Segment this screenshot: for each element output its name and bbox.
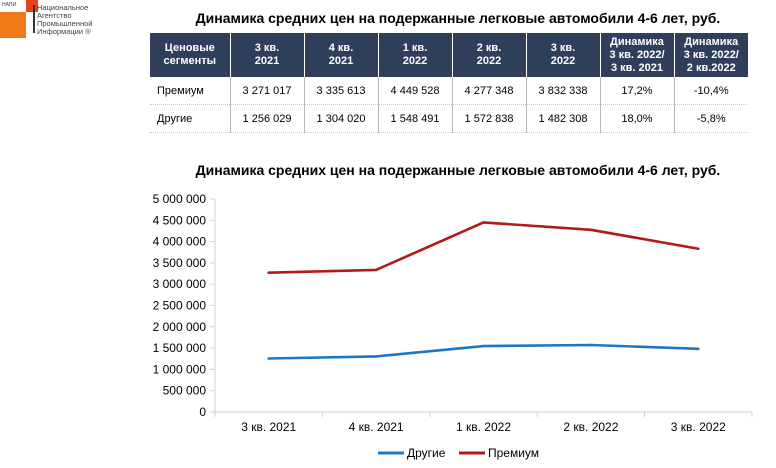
logo-abbr: НАПИ bbox=[2, 2, 17, 8]
value-cell: 17,2% bbox=[600, 77, 675, 105]
header-line: Динамика bbox=[610, 35, 664, 48]
table-body: Премиум 3 271 017 3 335 613 4 449 528 4 277 … bbox=[150, 77, 748, 133]
table-title: Динамика средних цен на подержанные легк… bbox=[195, 10, 721, 26]
logo-bar bbox=[33, 5, 35, 33]
y-tick-label: 4 000 000 bbox=[153, 235, 207, 249]
value-cell: 1 548 491 bbox=[378, 104, 453, 133]
chart-title: Динамика средних цен на подержанные легк… bbox=[195, 162, 721, 178]
value-cell: 1 304 020 bbox=[304, 104, 379, 133]
logo-line: Промышленной bbox=[37, 19, 93, 28]
data-point bbox=[374, 268, 378, 272]
header-line: 3 кв. 2022/ bbox=[609, 48, 665, 61]
data-point bbox=[697, 247, 700, 251]
table-row: Премиум 3 271 017 3 335 613 4 449 528 4 277 … bbox=[150, 77, 748, 105]
y-tick-label: 3 000 000 bbox=[153, 277, 207, 291]
table-header-cell: 2 кв. 2022 bbox=[452, 33, 527, 77]
segment-cell: Другие bbox=[150, 104, 231, 133]
logo-line: Национальное bbox=[37, 3, 89, 12]
header-line: 2 кв. bbox=[476, 42, 502, 54]
header-line: 2022 bbox=[402, 55, 428, 67]
y-tick-label: 1 000 000 bbox=[153, 362, 207, 376]
data-point bbox=[589, 228, 593, 232]
table-header-cell: 3 кв. 2022 bbox=[526, 33, 601, 77]
x-tick-label: 3 кв. 2022 bbox=[671, 420, 726, 434]
x-tick-label: 4 кв. 2021 bbox=[349, 420, 404, 434]
header-line: 3 кв. bbox=[254, 42, 280, 54]
table-header-cell: Динамика 3 кв. 2022/2 кв.2022 bbox=[674, 33, 748, 77]
table-header-cell: 3 кв. 2021 bbox=[230, 33, 305, 77]
x-tick-label: 1 кв. 2022 bbox=[456, 420, 511, 434]
line-chart: 0 500 000 1 000 000 1 500 000 2 000 000 2 500… bbox=[153, 192, 753, 460]
logo-line: Агентство bbox=[37, 11, 72, 20]
value-cell: -10,4% bbox=[674, 77, 748, 105]
header-line: Ценовые bbox=[164, 42, 215, 54]
value-cell: 1 482 308 bbox=[526, 104, 601, 133]
header-line: 2021 bbox=[328, 55, 354, 67]
logo-red-square bbox=[26, 0, 38, 12]
data-point bbox=[267, 357, 271, 360]
data-point bbox=[482, 344, 485, 348]
y-tick-label: 1 500 000 bbox=[153, 341, 207, 355]
logo-name: Национальное Агентство Промышленной Инфо… bbox=[37, 4, 93, 36]
logo-line: Информации ® bbox=[37, 27, 91, 36]
y-tick-label: 3 500 000 bbox=[153, 256, 207, 270]
data-point bbox=[267, 271, 271, 274]
header-line: Динамика bbox=[684, 35, 739, 48]
header-line: 3 кв. 2021 bbox=[610, 61, 664, 74]
header-line: 3 кв. 2022/ bbox=[683, 48, 739, 61]
data-point bbox=[374, 355, 378, 358]
header-line: 2022 bbox=[476, 55, 502, 67]
header-line: 2022 bbox=[550, 55, 576, 67]
y-tick-label: 2 000 000 bbox=[153, 320, 207, 334]
price-table: Ценовые сегменты 3 кв. 2021 4 кв. 2021 1 кв. 20… bbox=[150, 33, 748, 133]
y-tick-label: 0 bbox=[199, 405, 206, 419]
data-point bbox=[482, 221, 485, 224]
value-cell: 4 449 528 bbox=[378, 77, 453, 105]
data-point bbox=[697, 347, 700, 351]
table-header-cell: Ценовые сегменты bbox=[150, 33, 231, 77]
series-line-premium bbox=[268, 221, 699, 274]
data-point bbox=[589, 343, 593, 347]
table-header-cell: Динамика 3 кв. 2022/3 кв. 2021 bbox=[600, 33, 675, 77]
table-row: Другие 1 256 029 1 304 020 1 548 491 1 572 8… bbox=[150, 104, 748, 133]
value-cell: 3 271 017 bbox=[230, 77, 305, 105]
segment-cell: Премиум bbox=[150, 77, 231, 105]
x-tick-label: 2 кв. 2022 bbox=[563, 420, 618, 434]
header-line: 1 кв. bbox=[402, 42, 428, 54]
y-tick-label: 500 000 bbox=[163, 384, 207, 398]
value-cell: -5,8% bbox=[674, 104, 748, 133]
header-line: 4 кв. bbox=[328, 42, 354, 54]
y-tick-label: 5 000 000 bbox=[153, 192, 207, 206]
napi-logo: НАПИ Национальное Агентство Промышленной… bbox=[0, 0, 120, 40]
header-line: 3 кв. bbox=[550, 42, 576, 54]
header-line: 2 кв.2022 bbox=[686, 61, 736, 74]
header-line: 2021 bbox=[254, 55, 280, 67]
value-cell: 4 277 348 bbox=[452, 77, 527, 105]
y-tick-label: 2 500 000 bbox=[153, 299, 207, 313]
x-tick-label: 3 кв. 2021 bbox=[241, 420, 296, 434]
value-cell: 1 572 838 bbox=[452, 104, 527, 133]
value-cell: 3 335 613 bbox=[304, 77, 379, 105]
table-header-row: Ценовые сегменты 3 кв. 2021 4 кв. 2021 1 кв. 20… bbox=[150, 33, 748, 77]
value-cell: 3 832 338 bbox=[526, 77, 601, 105]
value-cell: 1 256 029 bbox=[230, 104, 305, 133]
logo-orange-square bbox=[0, 12, 26, 38]
table-header-cell: 1 кв. 2022 bbox=[378, 33, 453, 77]
y-tick-label: 4 500 000 bbox=[153, 213, 207, 227]
table-header-cell: 4 кв. 2021 bbox=[304, 33, 379, 77]
value-cell: 18,0% bbox=[600, 104, 675, 133]
legend-label: Премиум bbox=[488, 446, 539, 460]
legend-label: Другие bbox=[407, 446, 446, 460]
header-line: сегменты bbox=[163, 55, 217, 67]
